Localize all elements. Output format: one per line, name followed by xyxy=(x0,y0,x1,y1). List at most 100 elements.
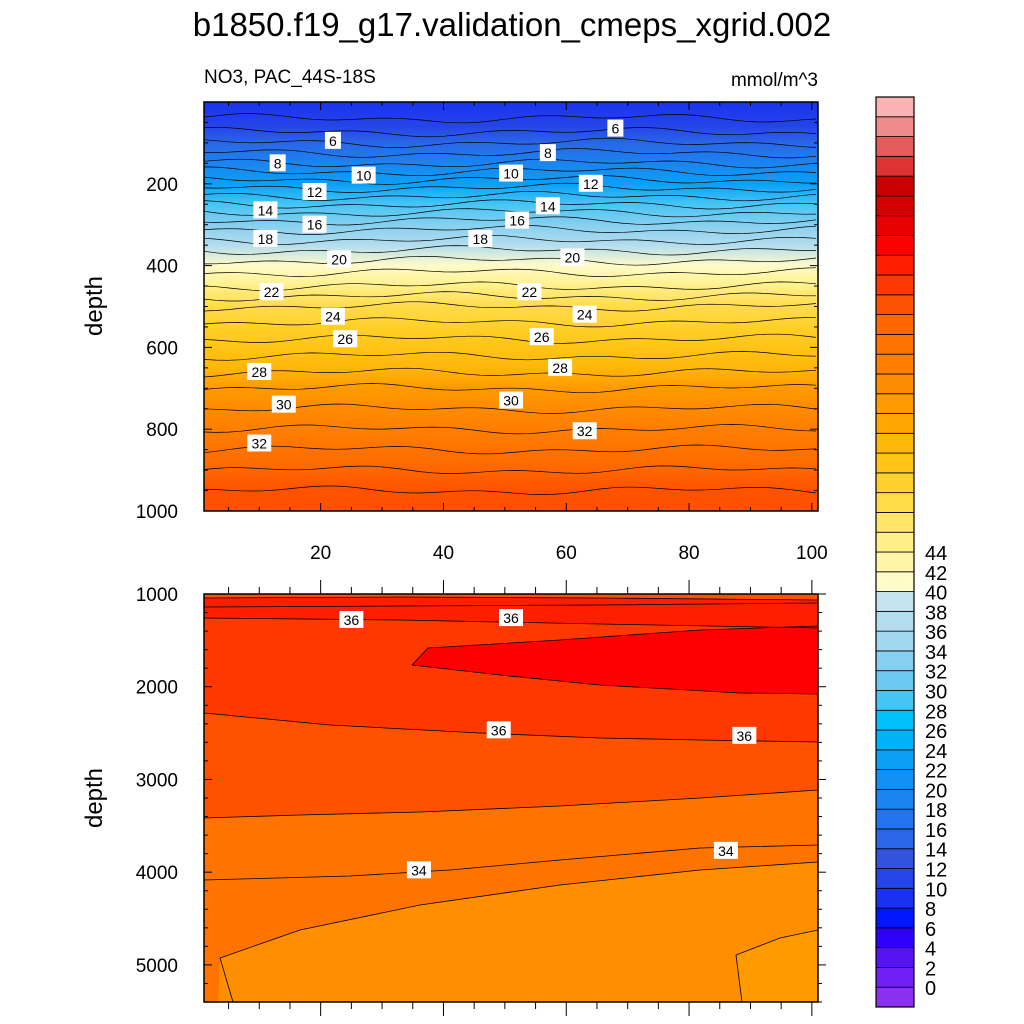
contour-label-text: 8 xyxy=(544,145,552,161)
contour-label: 10 xyxy=(499,164,523,182)
colorbar-swatch xyxy=(875,413,915,434)
colorbar-label: 16 xyxy=(925,820,947,842)
contour-label-box xyxy=(269,154,286,172)
contour-label: 34 xyxy=(713,841,738,859)
contour-label-text: 16 xyxy=(509,213,525,229)
contour-label: 18 xyxy=(253,230,278,248)
contour-label-box xyxy=(486,721,511,739)
figure-title: b1850.f19_g17.validation_cmeps_xgrid.002 xyxy=(193,6,831,43)
x-tick-label: 20 xyxy=(310,543,331,564)
contour-line xyxy=(204,367,817,378)
contour-line xyxy=(204,199,817,210)
contour-label-box xyxy=(253,201,278,219)
lower-contour-labels: 36 36 36 36 34 34 xyxy=(339,609,757,879)
contour-label-text: 36 xyxy=(344,612,360,628)
contour-label: 26 xyxy=(333,330,358,348)
colorbar-swatch xyxy=(875,195,915,217)
contour-label-box xyxy=(578,174,603,192)
upper-ylabel: depth xyxy=(81,276,108,336)
colorbar-swatch xyxy=(875,116,915,137)
contour-label: 28 xyxy=(247,362,272,380)
contour-label: 24 xyxy=(320,307,345,325)
colorbar-swatch xyxy=(875,373,915,395)
contour-line xyxy=(204,485,817,495)
contour-label-text: 14 xyxy=(258,202,274,218)
contour-label: 20 xyxy=(560,248,585,265)
contour-label-box xyxy=(320,307,345,325)
contour-label-box xyxy=(327,250,352,268)
units-label: mmol/m^3 xyxy=(731,70,818,91)
contour-label-text: 12 xyxy=(307,184,323,200)
y-tick-label: 1000 xyxy=(136,502,178,523)
colorbar-label: 6 xyxy=(925,919,936,941)
contour-label: 12 xyxy=(302,182,327,200)
contour-line xyxy=(204,351,817,361)
contour-label-box xyxy=(499,391,523,409)
colorbar-label: 32 xyxy=(925,662,947,684)
contour-line xyxy=(204,113,817,124)
contour-line xyxy=(204,424,817,435)
contour-label: 8 xyxy=(269,154,286,172)
colorbar-label: 10 xyxy=(925,879,947,901)
upper-panel: 6 6 8 8 10 10 12 12 14 14 16 16 18 18 20 20 22 22 24 24 26 26… xyxy=(81,101,828,564)
colorbar-swatch xyxy=(875,452,915,474)
colorbar-label: 30 xyxy=(925,681,947,703)
colorbar-swatch xyxy=(875,294,915,316)
colorbar-swatch xyxy=(875,868,915,889)
contour-label-text: 36 xyxy=(737,728,753,744)
colorbar-swatch xyxy=(875,254,915,276)
colorbar-label: 40 xyxy=(925,583,947,605)
colorbar-swatch xyxy=(875,967,915,988)
contour-label: 6 xyxy=(607,119,624,137)
contour-label: 10 xyxy=(351,166,376,184)
contour-label-box xyxy=(713,841,738,859)
colorbar-label: 2 xyxy=(925,958,936,980)
colorbar-swatch xyxy=(875,274,915,296)
colorbar-swatch xyxy=(875,907,915,929)
contour-label-text: 10 xyxy=(356,168,372,184)
colorbar-swatch xyxy=(875,512,915,533)
colorbar-label: 36 xyxy=(925,622,947,644)
colorbar-label: 24 xyxy=(925,741,947,763)
contour-line xyxy=(204,267,817,277)
contour-label-text: 14 xyxy=(540,198,556,214)
colorbar-swatch xyxy=(875,472,915,494)
colorbar-swatch xyxy=(875,531,915,553)
colorbar-swatch xyxy=(875,571,915,592)
contour-label: 16 xyxy=(505,211,530,229)
contour-label: 14 xyxy=(535,197,560,215)
contour-label-text: 20 xyxy=(331,251,347,267)
contour-label: 36 xyxy=(499,609,523,627)
contour-label-text: 36 xyxy=(503,610,519,626)
region-30-32-pocket xyxy=(736,930,818,1002)
colorbar-label: 26 xyxy=(925,721,947,743)
contour-label-box xyxy=(302,182,327,200)
y-tick-label: 4000 xyxy=(136,863,178,884)
contour-line xyxy=(204,403,817,414)
y-tick-label: 3000 xyxy=(136,770,178,791)
contour-line xyxy=(204,245,817,256)
x-tick-label: 80 xyxy=(678,543,699,564)
contour-line xyxy=(204,190,817,202)
colorbar-swatch xyxy=(875,927,915,949)
contour-label-box xyxy=(517,283,542,301)
contour-label-box xyxy=(247,434,272,452)
contour-label: 22 xyxy=(517,283,542,301)
contour-label-text: 22 xyxy=(264,284,280,300)
contour-label: 24 xyxy=(572,305,597,323)
contour-label-box xyxy=(499,164,523,182)
colorbar-swatch xyxy=(875,432,915,454)
contour-line xyxy=(735,929,818,1002)
contour-label-box xyxy=(324,131,341,149)
contour-label-text: 16 xyxy=(307,217,323,233)
colorbar-swatch xyxy=(875,670,915,691)
contour-line xyxy=(411,625,818,695)
colorbar-swatch xyxy=(875,769,915,790)
contour-label-text: 20 xyxy=(565,249,581,265)
contour-label: 6 xyxy=(324,131,341,149)
colorbar-label: 8 xyxy=(925,899,936,921)
colorbar-swatch xyxy=(875,96,915,118)
colorbar-swatch xyxy=(875,136,915,157)
colorbar-swatch xyxy=(875,650,915,672)
contour-label-text: 22 xyxy=(522,284,538,300)
